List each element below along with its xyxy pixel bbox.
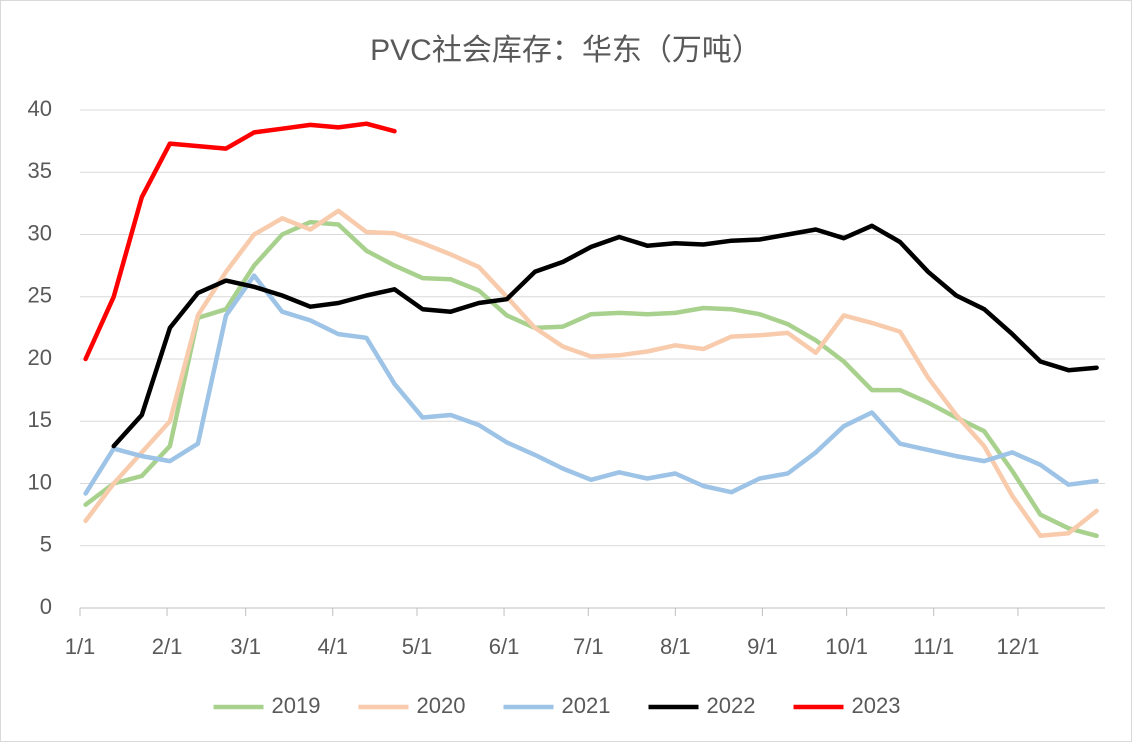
x-tick-label: 6/1 xyxy=(489,634,520,659)
legend-label: 2022 xyxy=(707,693,756,718)
legend-label: 2023 xyxy=(852,693,901,718)
y-tick-label: 15 xyxy=(28,407,52,432)
y-tick-label: 40 xyxy=(28,96,52,121)
y-tick-label: 10 xyxy=(28,469,52,494)
legend-label: 2020 xyxy=(417,693,466,718)
x-tick-label: 4/1 xyxy=(317,634,348,659)
x-tick-label: 11/1 xyxy=(913,634,954,659)
line-series xyxy=(83,219,1099,539)
y-tick-label: 5 xyxy=(40,532,52,557)
x-tick-label: 8/1 xyxy=(660,634,691,659)
x-tick-label: 10/1 xyxy=(825,634,868,659)
y-tick-label: 35 xyxy=(28,158,52,183)
y-tick-label: 20 xyxy=(28,345,52,370)
line-series xyxy=(83,121,397,362)
x-tick-label: 7/1 xyxy=(573,634,604,659)
x-tick-label: 1/1 xyxy=(65,634,96,659)
chart-title: PVC社会库存：华东（万吨） xyxy=(370,34,762,67)
x-tick-label: 9/1 xyxy=(747,634,778,659)
x-tick-label: 12/1 xyxy=(997,634,1040,659)
line-series xyxy=(83,273,1099,496)
y-tick-label: 0 xyxy=(40,594,52,619)
x-tick-label: 5/1 xyxy=(402,634,433,659)
y-tick-label: 30 xyxy=(28,220,52,245)
x-tick-label: 2/1 xyxy=(152,634,183,659)
legend-label: 2019 xyxy=(272,693,321,718)
line-series xyxy=(83,208,1099,539)
legend-label: 2021 xyxy=(562,693,611,718)
line-series xyxy=(111,223,1099,449)
x-tick-label: 3/1 xyxy=(230,634,261,659)
y-tick-label: 25 xyxy=(28,283,52,308)
